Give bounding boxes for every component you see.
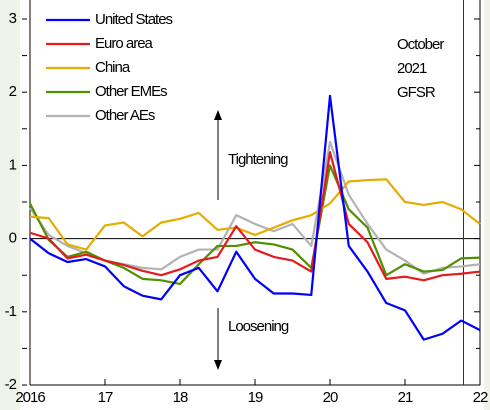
annotation: Loosening bbox=[228, 318, 289, 335]
x-tick-label: 18 bbox=[173, 389, 188, 406]
y-tick-label: 0 bbox=[9, 230, 17, 247]
series-line bbox=[29, 94, 481, 341]
y-tick-label: 3 bbox=[9, 10, 17, 27]
tightening-arrow bbox=[214, 110, 222, 200]
y-tick-label: 2 bbox=[9, 83, 17, 100]
legend-label: United States bbox=[95, 11, 173, 28]
series-line bbox=[29, 178, 481, 251]
y-tick-label: -1 bbox=[5, 303, 17, 320]
x-tick-label: 17 bbox=[98, 389, 113, 406]
series-line bbox=[29, 151, 481, 282]
legend-label: Other AEs bbox=[95, 107, 155, 124]
legend-label: China bbox=[95, 59, 131, 76]
plot-background bbox=[20, 0, 484, 410]
annotation: 2021 bbox=[397, 60, 427, 77]
x-tick-label: 2016 bbox=[15, 389, 45, 406]
legend-label: Other EMEs bbox=[95, 83, 167, 100]
x-tick-label: 20 bbox=[323, 389, 338, 406]
y-tick-label: 1 bbox=[9, 156, 17, 173]
x-tick-label: 19 bbox=[248, 389, 263, 406]
x-tick-label: 22 bbox=[473, 389, 488, 406]
legend-label: Euro area bbox=[95, 35, 154, 52]
annotation: October bbox=[397, 36, 444, 53]
annotation: Tightening bbox=[228, 151, 288, 168]
y-tick-label: -2 bbox=[5, 376, 17, 393]
annotation: GFSR bbox=[397, 84, 436, 101]
x-tick-label: 21 bbox=[398, 389, 413, 406]
loosening-arrow bbox=[214, 308, 222, 370]
